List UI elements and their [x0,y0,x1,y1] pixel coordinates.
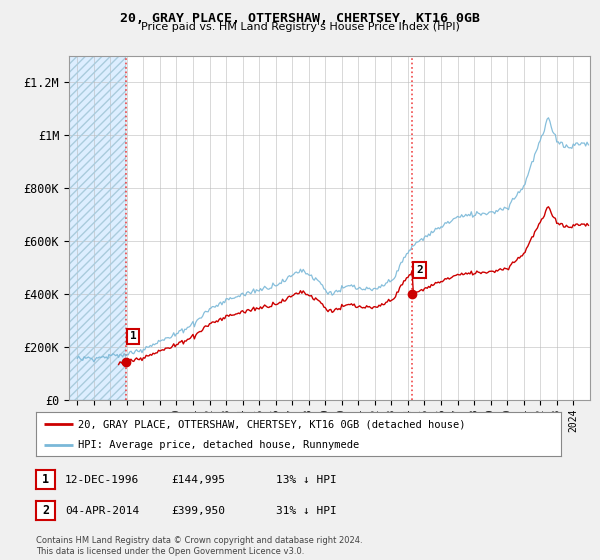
Text: HPI: Average price, detached house, Runnymede: HPI: Average price, detached house, Runn… [78,440,359,450]
Bar [69,56,125,400]
Text: 1: 1 [42,473,49,487]
Text: 12-DEC-1996: 12-DEC-1996 [65,475,139,485]
Text: 2: 2 [42,504,49,517]
Text: 1: 1 [130,332,136,342]
Text: £399,950: £399,950 [171,506,225,516]
Text: 20, GRAY PLACE, OTTERSHAW, CHERTSEY, KT16 0GB: 20, GRAY PLACE, OTTERSHAW, CHERTSEY, KT1… [120,12,480,25]
Text: 2: 2 [416,265,423,276]
Text: £144,995: £144,995 [171,475,225,485]
Text: 04-APR-2014: 04-APR-2014 [65,506,139,516]
Bar [69,56,125,400]
Text: 31% ↓ HPI: 31% ↓ HPI [276,506,337,516]
Text: Contains HM Land Registry data © Crown copyright and database right 2024.
This d: Contains HM Land Registry data © Crown c… [36,536,362,556]
Text: 20, GRAY PLACE, OTTERSHAW, CHERTSEY, KT16 0GB (detached house): 20, GRAY PLACE, OTTERSHAW, CHERTSEY, KT1… [78,419,466,429]
Text: Price paid vs. HM Land Registry's House Price Index (HPI): Price paid vs. HM Land Registry's House … [140,22,460,32]
Text: 13% ↓ HPI: 13% ↓ HPI [276,475,337,485]
